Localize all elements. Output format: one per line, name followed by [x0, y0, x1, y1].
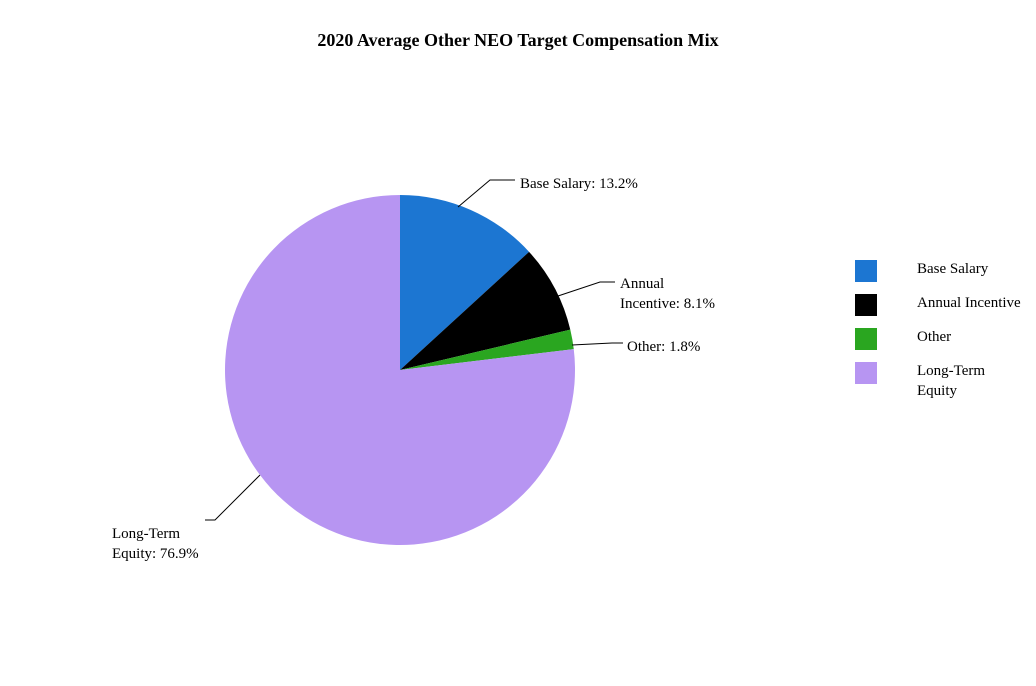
slice-label: Long-TermEquity: 76.9%	[112, 525, 199, 564]
slice-label: Other: 1.8%	[627, 338, 700, 358]
leader-line	[572, 343, 623, 345]
legend-item: Base Salary	[855, 260, 1027, 282]
legend-swatch	[855, 328, 877, 350]
legend-swatch	[855, 260, 877, 282]
leader-line	[205, 475, 260, 520]
legend-label: Annual Incentive	[917, 294, 1021, 314]
leader-line	[555, 282, 615, 297]
legend-item: Annual Incentive	[855, 294, 1027, 316]
legend-item: Long-Term Equity	[855, 362, 1027, 401]
legend-label: Other	[917, 328, 951, 348]
slice-label: AnnualIncentive: 8.1%	[620, 275, 715, 314]
leader-line	[458, 180, 515, 207]
legend-label: Base Salary	[917, 260, 988, 280]
chart-container: 2020 Average Other NEO Target Compensati…	[0, 0, 1036, 686]
legend-swatch	[855, 294, 877, 316]
legend-swatch	[855, 362, 877, 384]
legend-label: Long-Term Equity	[917, 362, 1027, 401]
slice-label: Base Salary: 13.2%	[520, 175, 638, 195]
legend-item: Other	[855, 328, 1027, 350]
legend: Base Salary Annual Incentive Other Long-Ter…	[855, 260, 1027, 413]
